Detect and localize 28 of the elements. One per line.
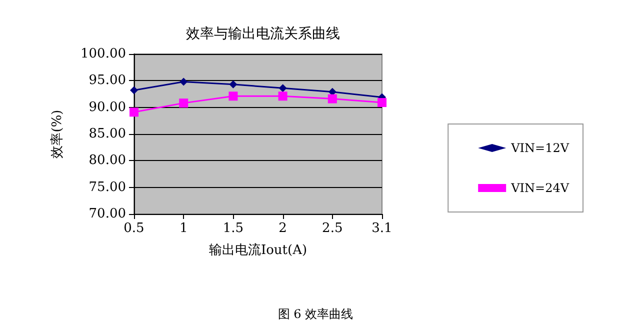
point (278, 92, 288, 101)
legend-label: VIN=24V (510, 181, 570, 195)
x-tick-label: 0.5 (124, 221, 144, 236)
caption: 图 6 效率曲线 (278, 307, 354, 321)
point (179, 98, 188, 108)
y-tick-label: 90.00 (88, 100, 126, 115)
x-tick-label: 1.5 (222, 221, 244, 236)
point (229, 80, 238, 88)
y-axis-title: 效率(%) (49, 110, 65, 158)
chart-title: 效率与输出电流关系曲线 (186, 26, 340, 42)
y-tick-label: 85.00 (88, 126, 126, 142)
x-axis-title: 输出电流Iout(A) (208, 242, 308, 258)
y-tick-label: 100.00 (80, 46, 126, 62)
legend-label: VIN=12V (510, 141, 570, 155)
y-tick-label: 75.00 (88, 180, 126, 195)
y-tick-label: 80.00 (88, 153, 126, 168)
x-tick-label: 2.5 (322, 221, 343, 236)
y-tick-label: 95.00 (88, 73, 126, 88)
point (328, 94, 337, 104)
x-tick-label: 2 (278, 221, 287, 236)
point (180, 78, 188, 86)
point (378, 98, 386, 108)
x-tick-label: 1 (179, 221, 188, 236)
x-tick-label: 3.1 (372, 221, 392, 236)
y-tick-label: 70.00 (88, 206, 126, 222)
point (228, 92, 238, 101)
point (278, 84, 287, 92)
point (130, 86, 138, 94)
